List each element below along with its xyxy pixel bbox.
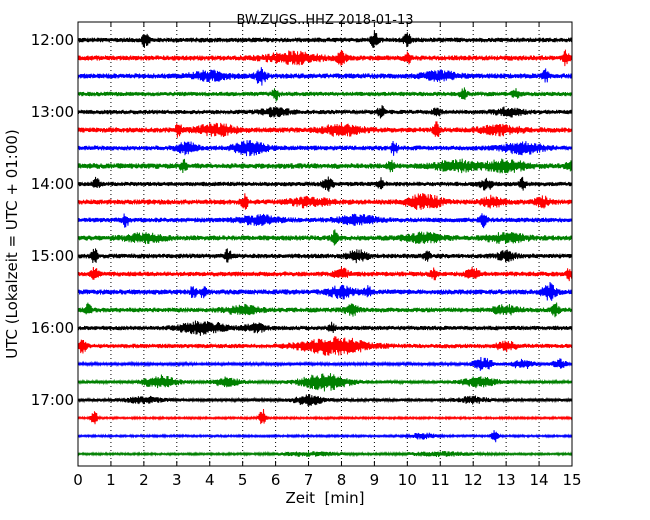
x-tick-label: 4: [205, 471, 215, 489]
y-tick-label: 15:00: [31, 247, 74, 265]
seismogram-trace: [77, 158, 573, 174]
y-axis: 12:00 13:00 14:00 15:00 16:00 17:00: [31, 31, 572, 409]
x-tick-label: 11: [431, 471, 450, 489]
seismogram-trace: [77, 193, 573, 211]
x-axis: 0 1 2 3 4 5 6 7 8 9 10 11 12 13 14 15: [73, 22, 582, 489]
chart-title: BW.ZUGS..HHZ 2018-01-13: [236, 13, 413, 28]
y-tick-label: 17:00: [31, 391, 74, 409]
seismogram-trace: [77, 229, 573, 246]
x-tick-label: 12: [464, 471, 483, 489]
seismogram-trace: [77, 302, 573, 318]
x-tick-label: 0: [73, 471, 83, 489]
y-tick-label: 13:00: [31, 103, 74, 121]
traces: [77, 30, 573, 458]
x-tick-label: 15: [562, 471, 581, 489]
y-tick-label: 16:00: [31, 319, 74, 337]
x-tick-label: 14: [530, 471, 549, 489]
seismogram-trace: [77, 356, 573, 371]
plot-frame: [77, 21, 573, 467]
seismogram-trace: [77, 409, 573, 425]
x-tick-label: 2: [139, 471, 149, 489]
seismogram-trace: [77, 105, 573, 119]
x-tick-label: 9: [370, 471, 380, 489]
x-tick-label: 6: [271, 471, 281, 489]
seismogram-trace: [77, 266, 573, 282]
seismogram-trace: [77, 430, 573, 443]
x-tick-label: 3: [172, 471, 182, 489]
seismogram-trace: [77, 336, 573, 356]
x-axis-label: Zeit [min]: [285, 489, 364, 507]
seismogram-trace: [77, 87, 573, 102]
seismogram-trace: [77, 176, 573, 192]
y-axis-label: UTC (Lokalzeit = UTC + 01:00): [3, 129, 21, 359]
seismogram-trace: [77, 67, 573, 86]
x-tick-label: 13: [497, 471, 516, 489]
y-tick-label: 14:00: [31, 175, 74, 193]
seismogram-trace: [77, 320, 573, 336]
x-tick-label: 5: [238, 471, 248, 489]
seismogram-trace: [77, 282, 573, 301]
seismogram-trace: [77, 373, 573, 392]
x-tick-label: 8: [337, 471, 347, 489]
x-tick-label: 1: [106, 471, 116, 489]
seismogram-trace: [77, 450, 573, 458]
x-tick-label: 10: [398, 471, 417, 489]
x-tick-label: 7: [304, 471, 314, 489]
seismogram-trace: [77, 121, 573, 138]
seismogram-trace: [77, 248, 573, 264]
seismogram-trace: [77, 140, 573, 157]
seismogram-trace: [77, 393, 573, 406]
y-tick-label: 12:00: [31, 31, 74, 49]
seismogram-trace: [77, 30, 573, 48]
seismogram-trace: [77, 49, 573, 67]
seismogram-trace: [77, 213, 573, 229]
